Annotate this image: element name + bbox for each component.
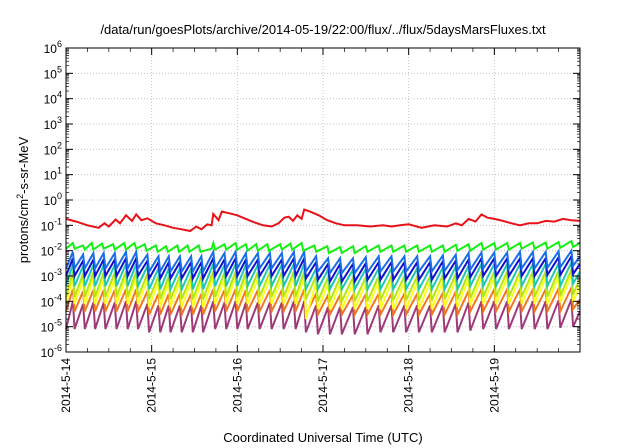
y-tick-base: 10: [41, 346, 55, 360]
y-tick-base: 10: [44, 143, 58, 157]
y-tick-base: 10: [44, 42, 58, 56]
y-tick-base: 10: [44, 67, 58, 81]
y-tick-exp: 2: [57, 140, 62, 150]
y-tick-exp: -6: [54, 343, 62, 353]
y-axis-label-sup: 2: [15, 194, 25, 199]
y-tick-label: 10-5: [41, 318, 62, 335]
x-tick-label: 2014-5-18: [402, 358, 416, 413]
y-tick-label: 10-4: [41, 292, 62, 309]
y-tick-base: 10: [41, 270, 55, 284]
y-tick-exp: -2: [54, 242, 62, 252]
y-tick-base: 10: [44, 194, 58, 208]
y-tick-exp: -4: [54, 292, 62, 302]
y-tick-base: 10: [44, 169, 58, 183]
y-tick-base: 10: [44, 93, 58, 107]
x-tick-label: 2014-5-17: [316, 358, 330, 413]
y-tick-label: 106: [44, 39, 62, 56]
x-tick-label: 2014-5-14: [59, 358, 73, 413]
x-tick-label: 2014-5-15: [145, 358, 159, 413]
y-tick-label: 10-2: [41, 242, 62, 259]
y-tick-exp: 3: [57, 115, 62, 125]
y-tick-label: 104: [44, 90, 62, 107]
y-tick-exp: 5: [57, 64, 62, 74]
y-tick-exp: -3: [54, 267, 62, 277]
y-axis-label-suffix: -s-sr-MeV: [16, 136, 31, 193]
y-tick-exp: 0: [57, 191, 62, 201]
y-tick-label: 105: [44, 64, 62, 81]
y-tick-exp: 1: [57, 166, 62, 176]
y-tick-base: 10: [41, 219, 55, 233]
y-axis: 10-610-510-410-310-210-11001011021031041…: [41, 39, 580, 360]
y-tick-exp: -1: [54, 216, 62, 226]
y-tick-base: 10: [41, 295, 55, 309]
y-tick-exp: 6: [57, 39, 62, 49]
y-tick-base: 10: [41, 245, 55, 259]
series-line-2: [65, 239, 581, 255]
y-tick-label: 10-1: [41, 216, 62, 233]
y-axis-label: protons/cm2-s-sr-MeV: [15, 136, 31, 263]
y-tick-exp: 4: [57, 90, 62, 100]
y-tick-exp: -5: [54, 318, 62, 328]
y-tick-label: 10-6: [41, 343, 62, 360]
y-tick-base: 10: [41, 321, 55, 335]
y-tick-label: 102: [44, 140, 62, 157]
y-tick-label: 101: [44, 166, 62, 183]
y-axis-label-prefix: protons/cm: [16, 199, 31, 263]
y-tick-label: 10-3: [41, 267, 62, 284]
x-tick-label: 2014-5-16: [230, 358, 244, 413]
x-axis: 2014-5-14 2014-5-15 2014-5-16 2014-5-17 2014…: [59, 48, 559, 413]
y-tick-label: 103: [44, 115, 62, 132]
y-tick-base: 10: [44, 118, 58, 132]
chart-title: /data/run/goesPlots/archive/2014-05-19/2…: [100, 22, 546, 37]
series-lines: [65, 208, 581, 335]
plot-frame: [65, 47, 581, 353]
series-line-3: [65, 247, 581, 276]
y-tick-label: 100: [44, 191, 62, 208]
x-tick-label: 2014-5-19: [487, 358, 501, 413]
series-line-1: [65, 208, 581, 233]
x-axis-label: Coordinated Universal Time (UTC): [223, 430, 422, 445]
